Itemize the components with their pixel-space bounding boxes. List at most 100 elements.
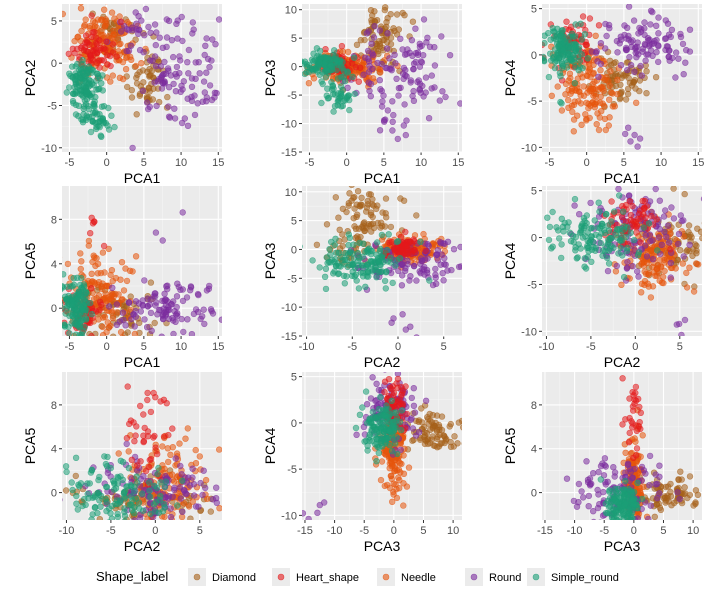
point-round — [368, 40, 375, 47]
x-tick-label: 15 — [212, 341, 224, 353]
point-needle — [108, 267, 116, 274]
x-tick-label: 10 — [447, 525, 459, 537]
point-round — [165, 113, 173, 120]
point-diamond — [697, 228, 702, 235]
point-heart_shape — [86, 41, 93, 48]
point-simple_round — [620, 226, 628, 233]
point-simple_round — [417, 238, 424, 246]
point-simple_round — [544, 214, 551, 221]
point-needle — [77, 5, 85, 12]
point-round — [410, 87, 417, 95]
point-simple_round — [114, 510, 121, 518]
point-needle — [100, 6, 108, 13]
point-diamond — [374, 47, 382, 55]
point-round — [411, 409, 419, 416]
point-round — [360, 71, 367, 78]
point-simple_round — [558, 27, 565, 34]
point-round — [640, 168, 646, 174]
point-heart_shape — [102, 38, 110, 45]
x-tick-label: 5 — [660, 525, 666, 537]
point-round — [592, 49, 600, 57]
point-round — [416, 63, 424, 70]
point-round — [400, 64, 408, 72]
point-round — [171, 115, 179, 122]
point-round — [170, 317, 177, 324]
point-round — [439, 270, 446, 277]
point-round — [633, 268, 641, 275]
point-needle — [118, 259, 126, 266]
point-diamond — [624, 90, 632, 98]
point-heart_shape — [96, 298, 104, 306]
point-round — [378, 87, 385, 95]
y-tick-label: 5 — [291, 33, 297, 45]
point-needle — [117, 40, 124, 47]
y-tick-label: -10 — [281, 302, 297, 314]
point-needle — [132, 62, 140, 70]
point-simple_round — [113, 497, 121, 504]
point-round — [425, 114, 433, 122]
point-round — [132, 307, 139, 315]
point-round — [125, 27, 133, 34]
point-needle — [606, 82, 613, 90]
point-heart_shape — [88, 33, 95, 40]
point-round — [202, 484, 209, 492]
point-diamond — [686, 473, 694, 480]
point-simple_round — [620, 273, 628, 281]
point-diamond — [684, 246, 691, 254]
point-simple_round — [595, 233, 603, 241]
point-simple_round — [372, 441, 379, 448]
point-round — [165, 495, 172, 502]
x-tick-label: -5 — [347, 341, 357, 353]
y-tick-label: 5 — [531, 186, 537, 198]
point-round — [238, 292, 244, 298]
point-simple_round — [318, 99, 325, 107]
point-round — [176, 53, 183, 60]
point-round — [442, 93, 449, 101]
point-round — [649, 8, 656, 16]
point-simple_round — [575, 66, 582, 74]
point-simple_round — [619, 252, 626, 259]
y-tick-label: 5 — [291, 372, 297, 384]
point-needle — [169, 444, 177, 451]
point-simple_round — [107, 510, 114, 517]
point-round — [406, 277, 413, 284]
point-simple_round — [77, 303, 84, 311]
point-simple_round — [339, 102, 346, 110]
point-simple_round — [93, 111, 101, 118]
point-simple_round — [385, 231, 392, 238]
y-tick-label: -5 — [287, 464, 297, 476]
point-round — [353, 431, 360, 438]
point-round — [137, 308, 145, 315]
point-round — [633, 53, 640, 61]
point-round — [394, 135, 401, 143]
point-heart_shape — [131, 438, 138, 445]
point-simple_round — [546, 223, 554, 231]
point-needle — [78, 258, 85, 265]
point-round — [433, 280, 440, 287]
point-simple_round — [574, 254, 581, 261]
point-simple_round — [364, 447, 371, 454]
point-needle — [400, 480, 407, 487]
point-needle — [583, 117, 590, 124]
x-tick-label: 15 — [452, 157, 464, 169]
point-round — [623, 46, 630, 53]
point-needle — [115, 450, 122, 457]
point-simple_round — [98, 80, 105, 87]
x-tick-label: 0 — [631, 525, 637, 537]
point-diamond — [88, 336, 94, 342]
point-round — [595, 73, 602, 81]
point-simple_round — [313, 45, 321, 52]
point-simple_round — [43, 516, 49, 522]
point-simple_round — [619, 208, 627, 215]
point-round — [131, 517, 138, 520]
y-axis-title: PCA3 — [262, 60, 278, 97]
point-simple_round — [565, 39, 573, 46]
point-simple_round — [151, 508, 159, 515]
y-axis-title: PCA5 — [22, 428, 38, 465]
point-diamond — [436, 424, 443, 431]
point-simple_round — [332, 262, 340, 269]
point-needle — [607, 67, 614, 75]
point-needle — [99, 249, 107, 256]
y-axis-title: PCA4 — [502, 243, 518, 280]
point-simple_round — [603, 210, 610, 218]
